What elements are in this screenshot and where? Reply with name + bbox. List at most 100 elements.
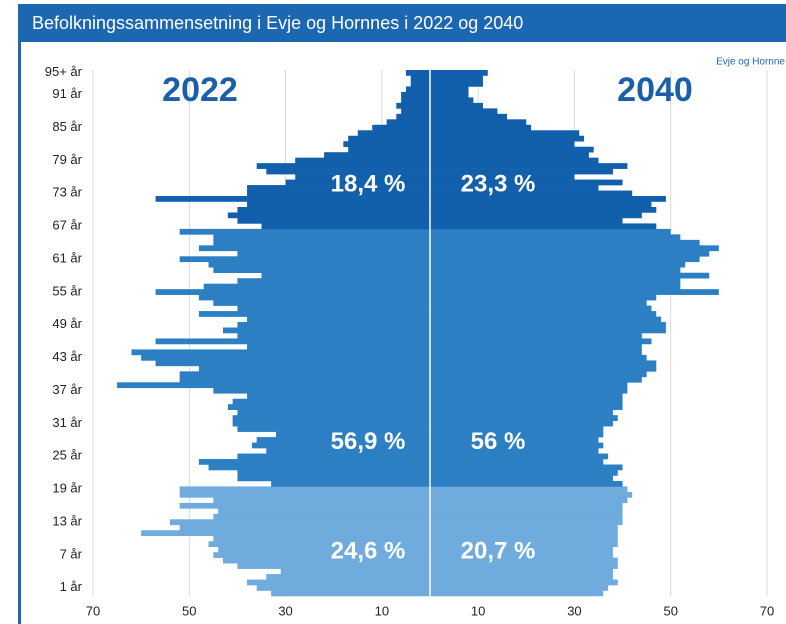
bar bbox=[198, 311, 430, 317]
bar bbox=[430, 212, 642, 219]
bar bbox=[430, 415, 618, 421]
bar bbox=[430, 196, 666, 202]
bar bbox=[227, 212, 430, 219]
bar bbox=[430, 333, 642, 339]
y-tick-label: 1 år bbox=[60, 579, 83, 594]
bar bbox=[430, 376, 642, 383]
bar bbox=[208, 261, 430, 268]
bar bbox=[401, 91, 430, 98]
bar bbox=[430, 91, 469, 98]
bar bbox=[401, 97, 430, 104]
bar bbox=[247, 190, 430, 197]
bar bbox=[430, 223, 657, 230]
bar bbox=[198, 365, 430, 372]
chart-title: Befolkningssammensetning i Evje og Hornn… bbox=[32, 13, 523, 33]
bar bbox=[430, 486, 628, 493]
bar bbox=[208, 541, 430, 547]
bar bbox=[179, 228, 430, 235]
bar bbox=[247, 185, 430, 191]
bar bbox=[410, 75, 430, 82]
bar bbox=[430, 338, 652, 345]
bar bbox=[357, 130, 430, 137]
y-tick-label: 73 år bbox=[52, 185, 82, 200]
bar bbox=[237, 469, 430, 476]
bar bbox=[430, 261, 686, 268]
y-tick-label: 67 år bbox=[52, 218, 82, 233]
bar bbox=[179, 491, 430, 498]
bar bbox=[271, 480, 430, 487]
bar bbox=[405, 86, 430, 93]
bar bbox=[430, 228, 671, 235]
bar bbox=[237, 217, 430, 224]
bar bbox=[247, 201, 430, 208]
bar bbox=[430, 80, 483, 87]
bar bbox=[247, 579, 430, 586]
bar bbox=[131, 349, 430, 356]
bar bbox=[295, 174, 430, 180]
bar bbox=[213, 387, 430, 394]
bar bbox=[430, 174, 575, 180]
bar bbox=[430, 97, 474, 104]
bar bbox=[430, 185, 599, 191]
bar bbox=[285, 179, 430, 186]
bar bbox=[430, 459, 604, 465]
bar bbox=[237, 333, 430, 339]
bar bbox=[237, 563, 430, 569]
bar bbox=[213, 535, 430, 542]
bar bbox=[430, 124, 532, 131]
bar bbox=[430, 283, 681, 290]
bar bbox=[203, 283, 430, 290]
bar bbox=[430, 541, 618, 547]
y-tick-label: 95+ år bbox=[45, 64, 83, 79]
bar bbox=[430, 557, 618, 564]
bar bbox=[430, 508, 623, 515]
bar bbox=[343, 141, 430, 148]
bar bbox=[179, 486, 430, 493]
bar bbox=[213, 234, 430, 241]
bar bbox=[170, 519, 430, 526]
bar bbox=[222, 327, 430, 334]
y-tick-label: 79 år bbox=[52, 152, 82, 167]
bar bbox=[430, 327, 666, 334]
bar bbox=[430, 360, 657, 367]
bar bbox=[430, 256, 700, 263]
group-percent: 56,9 % bbox=[331, 428, 406, 455]
bar bbox=[430, 480, 623, 487]
bar bbox=[213, 239, 430, 246]
bar bbox=[430, 552, 613, 558]
bar bbox=[232, 398, 430, 405]
bar bbox=[430, 234, 681, 241]
bar bbox=[430, 431, 604, 438]
bar bbox=[247, 343, 430, 350]
bar bbox=[237, 278, 430, 284]
bar bbox=[430, 497, 628, 504]
bar bbox=[430, 491, 633, 498]
bar bbox=[237, 453, 430, 460]
group-percent: 23,3 % bbox=[461, 170, 536, 197]
bar bbox=[198, 459, 430, 465]
bar bbox=[179, 256, 430, 263]
bar bbox=[155, 289, 431, 295]
bar bbox=[275, 431, 430, 438]
bar bbox=[280, 568, 430, 575]
bar bbox=[430, 108, 498, 115]
bar bbox=[227, 404, 430, 411]
bar bbox=[430, 168, 613, 175]
bar bbox=[386, 119, 430, 126]
bar bbox=[430, 530, 618, 537]
y-tick-label: 43 år bbox=[52, 349, 82, 364]
bar bbox=[232, 415, 430, 421]
bar bbox=[348, 146, 430, 153]
y-tick-label: 25 år bbox=[52, 448, 82, 463]
bar bbox=[430, 343, 642, 350]
bar bbox=[430, 398, 623, 405]
y-tick-label: 91 år bbox=[52, 86, 82, 101]
y-tick-label: 13 år bbox=[52, 513, 82, 528]
bar bbox=[430, 371, 647, 378]
bar bbox=[430, 409, 613, 416]
bar bbox=[198, 294, 430, 301]
bar bbox=[396, 113, 430, 120]
bar bbox=[430, 448, 599, 454]
bar bbox=[237, 409, 430, 416]
bar bbox=[430, 442, 604, 449]
